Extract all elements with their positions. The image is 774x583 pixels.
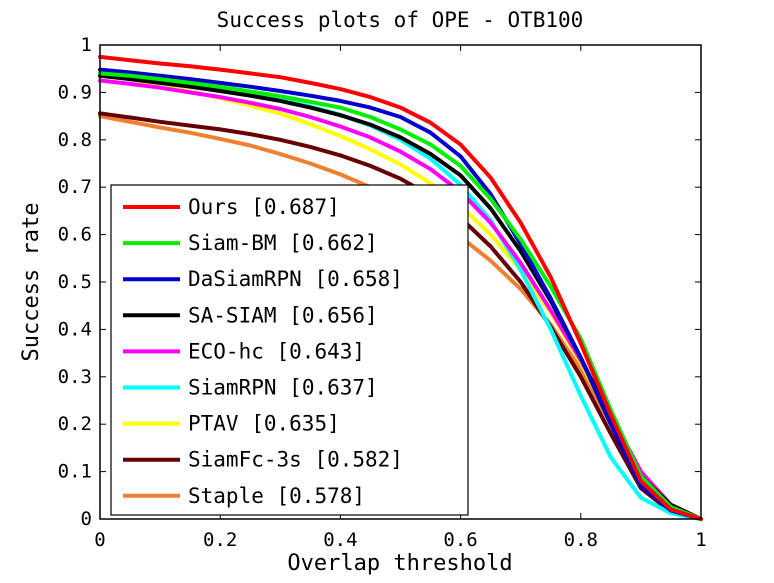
x-tick-label: 0.2: [203, 529, 237, 551]
legend-label-siam-bm: Siam-BM [0.662]: [188, 231, 378, 255]
legend-series-score: [0.578]: [277, 484, 366, 508]
y-axis-label: Success rate: [19, 203, 44, 362]
legend-series-score: [0.687]: [251, 195, 340, 219]
legend-label-dasiamrpn: DaSiamRPN [0.658]: [188, 267, 403, 291]
legend-series-score: [0.635]: [251, 412, 340, 436]
legend-series-name: ECO-hc: [188, 339, 264, 363]
legend-series-name: SiamRPN: [188, 376, 277, 400]
legend-label-siamrpn: SiamRPN [0.637]: [188, 376, 378, 400]
series-line-siamfc-3s: [98, 111, 703, 521]
legend-series-name: Siam-BM: [188, 231, 277, 255]
legend-series-score: [0.637]: [289, 376, 378, 400]
y-tick-label: 0.4: [58, 318, 92, 340]
legend-label-eco-hc: ECO-hc [0.643]: [188, 339, 365, 363]
legend-series-name: SiamFc-3s: [188, 448, 302, 472]
y-tick-label: 0.1: [58, 461, 92, 483]
legend-series-name: DaSiamRPN: [188, 267, 302, 291]
y-tick-label: 0.5: [58, 271, 92, 293]
legend-label-siamfc-3s: SiamFc-3s [0.582]: [188, 448, 403, 472]
legend-label-sa-siam: SA-SIAM [0.656]: [188, 303, 378, 327]
series-line-dasiamrpn: [98, 67, 703, 521]
legend-series-score: [0.662]: [289, 231, 378, 255]
y-tick-label: 0.3: [58, 366, 92, 388]
legend-series-name: SA-SIAM: [188, 303, 277, 327]
x-axis: 0 0.2 0.4 0.6 0.8 1: [94, 45, 707, 551]
x-tick-label: 0.8: [564, 529, 598, 551]
legend-series-score: [0.643]: [277, 339, 366, 363]
y-tick-label: 0.6: [58, 224, 92, 246]
series-line-ours: [98, 54, 703, 521]
legend-series-name: PTAV: [188, 412, 239, 436]
x-tick-label: 0.6: [443, 529, 477, 551]
legend-label-ptav: PTAV [0.635]: [188, 412, 340, 436]
legend-series-score: [0.582]: [314, 448, 403, 472]
legend-series-score: [0.656]: [289, 303, 378, 327]
y-tick-label: 0.7: [58, 176, 92, 198]
y-axis: 0 0.1 0.2 0.3 0.4 0.5 0.6 0.7 0.8 0.9 1: [58, 34, 701, 530]
y-tick-label: 0.9: [58, 81, 92, 103]
legend-series-name: Ours: [188, 195, 239, 219]
y-tick-label: 0.2: [58, 413, 92, 435]
chart-title: Success plots of OPE - OTB100: [217, 8, 584, 32]
x-tick-label: 1: [695, 529, 706, 551]
y-tick-label: 0.8: [58, 129, 92, 151]
y-tick-label: 0: [81, 508, 92, 530]
legend-label-ours: Ours [0.687]: [188, 195, 340, 219]
legend-label-staple: Staple [0.578]: [188, 484, 365, 508]
legend: Ours [0.687] Siam-BM [0.662] DaSiamRPN [0.…: [110, 184, 469, 516]
legend-series-name: Staple: [188, 484, 264, 508]
x-tick-label: 0: [94, 529, 105, 551]
x-axis-label: Overlap threshold: [287, 551, 512, 576]
y-tick-label: 1: [81, 34, 92, 56]
x-tick-label: 0.4: [323, 529, 357, 551]
legend-series-score: [0.658]: [314, 267, 403, 291]
series-lines: [98, 54, 703, 521]
